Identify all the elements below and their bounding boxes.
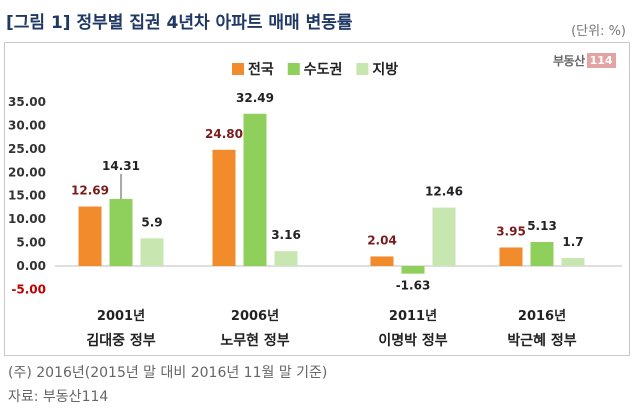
logo-text: 부동산 (553, 53, 585, 68)
y-tick-label: 0.00 (16, 259, 46, 273)
logo-number: 114 (586, 52, 616, 68)
bar-value-label: 12.46 (425, 185, 463, 199)
bar (212, 149, 236, 266)
brand-logo: 부동산 114 (553, 50, 616, 70)
y-tick-label: 25.00 (8, 142, 46, 156)
bar-value-label: 1.7 (562, 235, 583, 249)
bar-value-label: 5.9 (141, 215, 162, 229)
unit-label: (단위: %) (571, 24, 626, 39)
bar-value-label: -1.63 (396, 279, 431, 293)
bar-value-label: 32.49 (236, 91, 274, 105)
y-tick-label: 5.00 (16, 236, 46, 250)
bar (370, 256, 394, 266)
bar-value-label: 3.16 (271, 228, 301, 242)
x-tick-label: 2001년 (97, 309, 145, 324)
footnote-source: 자료: 부동산114 (8, 389, 109, 405)
bar-value-label: 3.95 (496, 224, 526, 238)
bar-value-label: 24.80 (205, 127, 243, 141)
bar (561, 258, 585, 266)
bar (432, 207, 456, 266)
legend-label: 전국 (248, 61, 274, 78)
x-tick-label: 2016년 (518, 309, 566, 324)
page-title: [그림 1] 정부별 집권 4년차 아파트 매매 변동률 (6, 13, 353, 33)
legend-label: 지방 (372, 61, 398, 78)
y-tick-label: 35.00 (8, 95, 46, 109)
x-category-sublabel: 박근혜 정부 (507, 332, 576, 349)
x-category-sublabel: 김대중 정부 (86, 332, 155, 349)
bar (243, 113, 267, 267)
bar-labels: 12.69 14.31 5.9 24.80 32.49 3.16 2.04 -1.63 12.4… (71, 91, 584, 293)
legend-label: 수도권 (304, 62, 343, 78)
bar-value-label: 14.31 (102, 159, 140, 173)
bar-value-label: 5.13 (527, 219, 557, 233)
y-tick-label: -5.00 (11, 282, 46, 296)
legend-swatch (356, 63, 369, 75)
bar (140, 238, 164, 266)
y-tick-label: 10.00 (8, 212, 46, 226)
x-tick-label: 2006년 (231, 309, 279, 324)
bar (530, 241, 554, 266)
y-tick-label: 30.00 (8, 118, 46, 132)
bar (499, 247, 523, 266)
bar (109, 198, 133, 266)
y-tick-label: 15.00 (8, 189, 46, 203)
x-category-sublabel: 이명박 정부 (378, 332, 447, 349)
bar-value-label: 2.04 (367, 233, 397, 247)
legend-swatch (287, 63, 300, 75)
bar (274, 251, 298, 266)
footnote-basis: (주) 2016년(2015년 말 대비 2016년 11월 말 기준) (8, 365, 328, 381)
bar (401, 266, 425, 274)
chart-frame (4, 42, 630, 356)
legend: 전국 수도권 지방 (232, 61, 398, 78)
bar (78, 206, 102, 266)
x-category-sublabel: 노무현 정부 (220, 332, 289, 349)
y-tick-label: 20.00 (8, 165, 46, 179)
bar-value-label: 12.69 (71, 184, 109, 198)
bars (78, 113, 585, 274)
x-tick-label: 2011년 (389, 309, 437, 324)
y-axis: 35.00 30.00 25.00 20.00 15.00 10.00 5.00 0.00 -5… (8, 95, 622, 296)
legend-swatch (232, 63, 244, 75)
